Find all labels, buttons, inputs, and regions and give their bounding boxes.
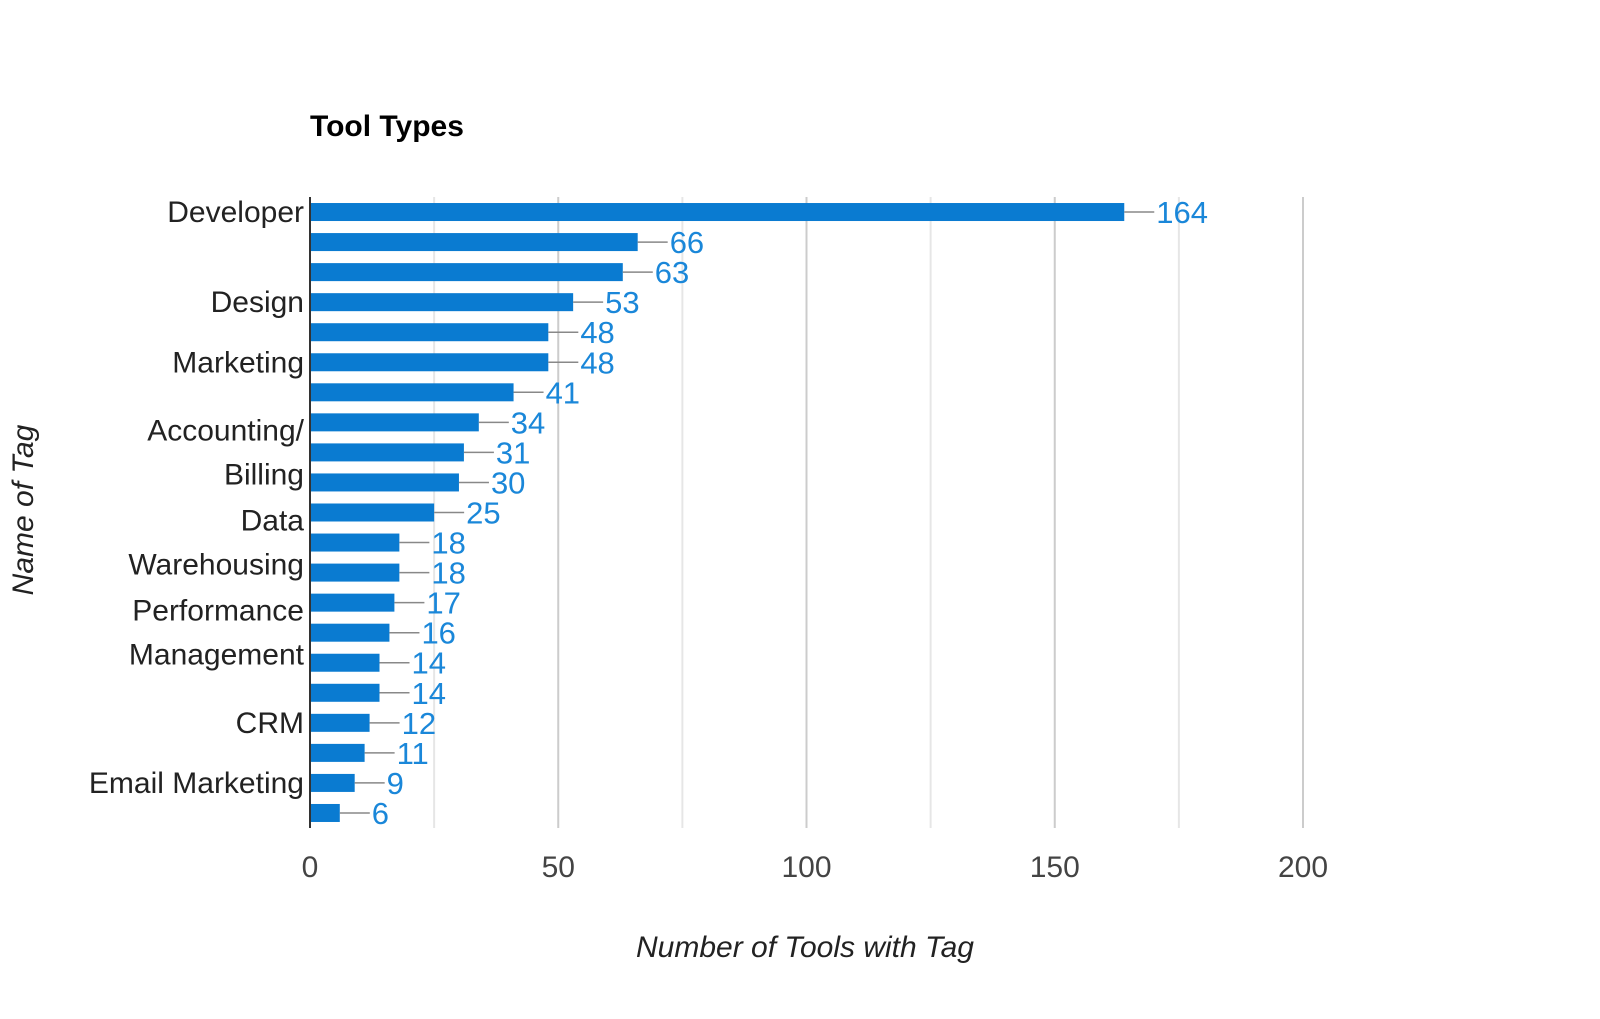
data-label: 48 [580, 315, 614, 350]
bar [310, 293, 574, 312]
x-tick-label: 50 [542, 851, 575, 884]
x-tick-label: 150 [1030, 851, 1080, 884]
data-label: 17 [426, 586, 460, 621]
x-tick-label: 100 [781, 851, 831, 884]
data-label: 11 [397, 736, 429, 771]
bar [310, 353, 549, 372]
data-label: 25 [466, 496, 500, 531]
data-label: 18 [431, 526, 465, 561]
data-label: 53 [605, 285, 639, 320]
bar [310, 473, 459, 492]
bar [310, 773, 355, 792]
category-label: Billing [224, 458, 304, 491]
bar [310, 323, 549, 342]
data-label: 18 [431, 556, 465, 591]
gridlines [433, 197, 1304, 828]
bar [310, 743, 365, 762]
x-tick-label: 0 [302, 851, 319, 884]
category-label: Data [241, 505, 305, 538]
bars: 1646663534848413431302518181716141412119… [310, 195, 1208, 831]
bar [310, 203, 1125, 222]
category-label: Management [129, 639, 305, 672]
bar [310, 503, 435, 522]
data-label: 41 [546, 375, 580, 410]
data-label: 164 [1156, 195, 1208, 230]
x-tick-labels: 0 50 100 150 200 [302, 851, 1328, 884]
bar [310, 383, 514, 402]
y-axis-title: Name of Tag [7, 424, 40, 595]
category-label: Developer [167, 196, 304, 229]
bar [310, 263, 623, 282]
bar [310, 413, 479, 432]
bar [310, 533, 400, 552]
bar [310, 653, 380, 672]
data-label: 14 [412, 646, 446, 681]
category-label: Performance [132, 595, 304, 628]
category-labels: Developer Design Marketing Accounting/Billi… [89, 196, 305, 800]
data-label: 66 [670, 225, 704, 260]
bar [310, 233, 638, 252]
data-label: 9 [387, 766, 404, 801]
category-label: Accounting/ [147, 414, 304, 447]
bar [310, 623, 390, 642]
data-label: 14 [412, 676, 446, 711]
data-label: 16 [421, 616, 455, 651]
chart-title: Tool Types [310, 110, 464, 143]
data-label: 31 [496, 435, 530, 470]
bar [310, 563, 400, 582]
category-label: Marketing [172, 346, 304, 379]
bar [310, 713, 370, 732]
category-label: CRM [236, 707, 304, 740]
bar [310, 593, 395, 612]
data-label: 48 [580, 345, 614, 380]
data-label: 30 [491, 465, 525, 500]
data-label: 63 [655, 255, 689, 290]
category-label: Email Marketing [89, 767, 304, 800]
data-label: 6 [372, 796, 389, 831]
bar [310, 443, 464, 462]
data-label: 12 [402, 706, 436, 741]
category-label: Warehousing [128, 549, 304, 582]
x-tick-label: 200 [1278, 851, 1328, 884]
data-label: 34 [511, 405, 545, 440]
category-label: Design [211, 286, 304, 319]
x-axis-title: Number of Tools with Tag [636, 931, 974, 964]
bar [310, 803, 340, 822]
bar [310, 683, 380, 702]
